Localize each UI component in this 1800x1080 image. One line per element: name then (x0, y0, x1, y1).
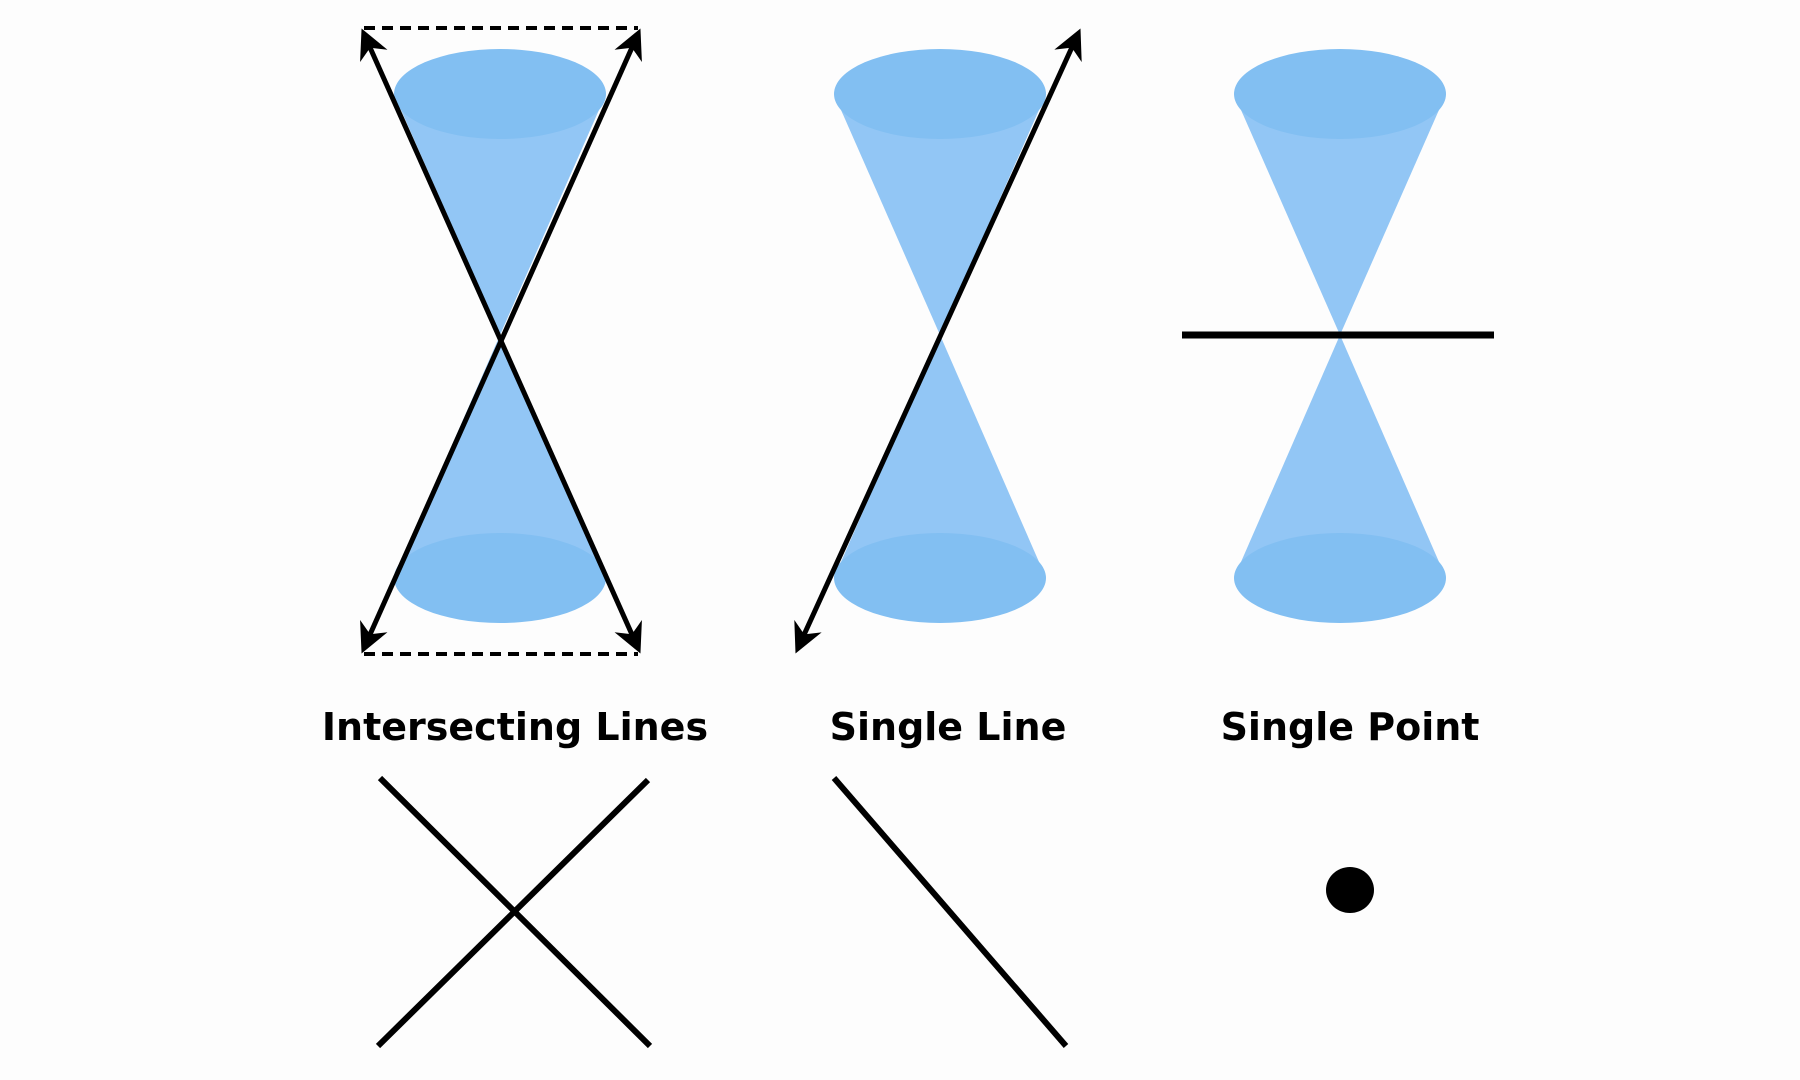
caption-single-line: Single Line (830, 705, 1067, 749)
result-line-b (375, 777, 651, 1049)
panel-single-line: Single Line (794, 28, 1082, 1048)
lower-nappe (1234, 335, 1446, 578)
caption-intersecting-lines: Intersecting Lines (322, 705, 708, 749)
panel-intersecting-lines: Intersecting Lines (322, 26, 708, 1049)
panel-single-point: Single Point (1182, 49, 1494, 913)
upper-nappe (1234, 94, 1446, 335)
cutting-line-b (360, 28, 642, 654)
lower-cap (394, 533, 606, 623)
result-x-cross (375, 775, 653, 1049)
upper-cap (394, 49, 606, 139)
double-cone (1234, 49, 1446, 623)
upper-cap (834, 49, 1046, 139)
caption-single-point: Single Point (1221, 705, 1480, 749)
result-point-dot (1326, 867, 1374, 913)
upper-cap (1234, 49, 1446, 139)
lower-cap (834, 533, 1046, 623)
result-single-line (831, 776, 1069, 1048)
lower-cap (1234, 533, 1446, 623)
tangent-cutting-line (794, 28, 1082, 654)
